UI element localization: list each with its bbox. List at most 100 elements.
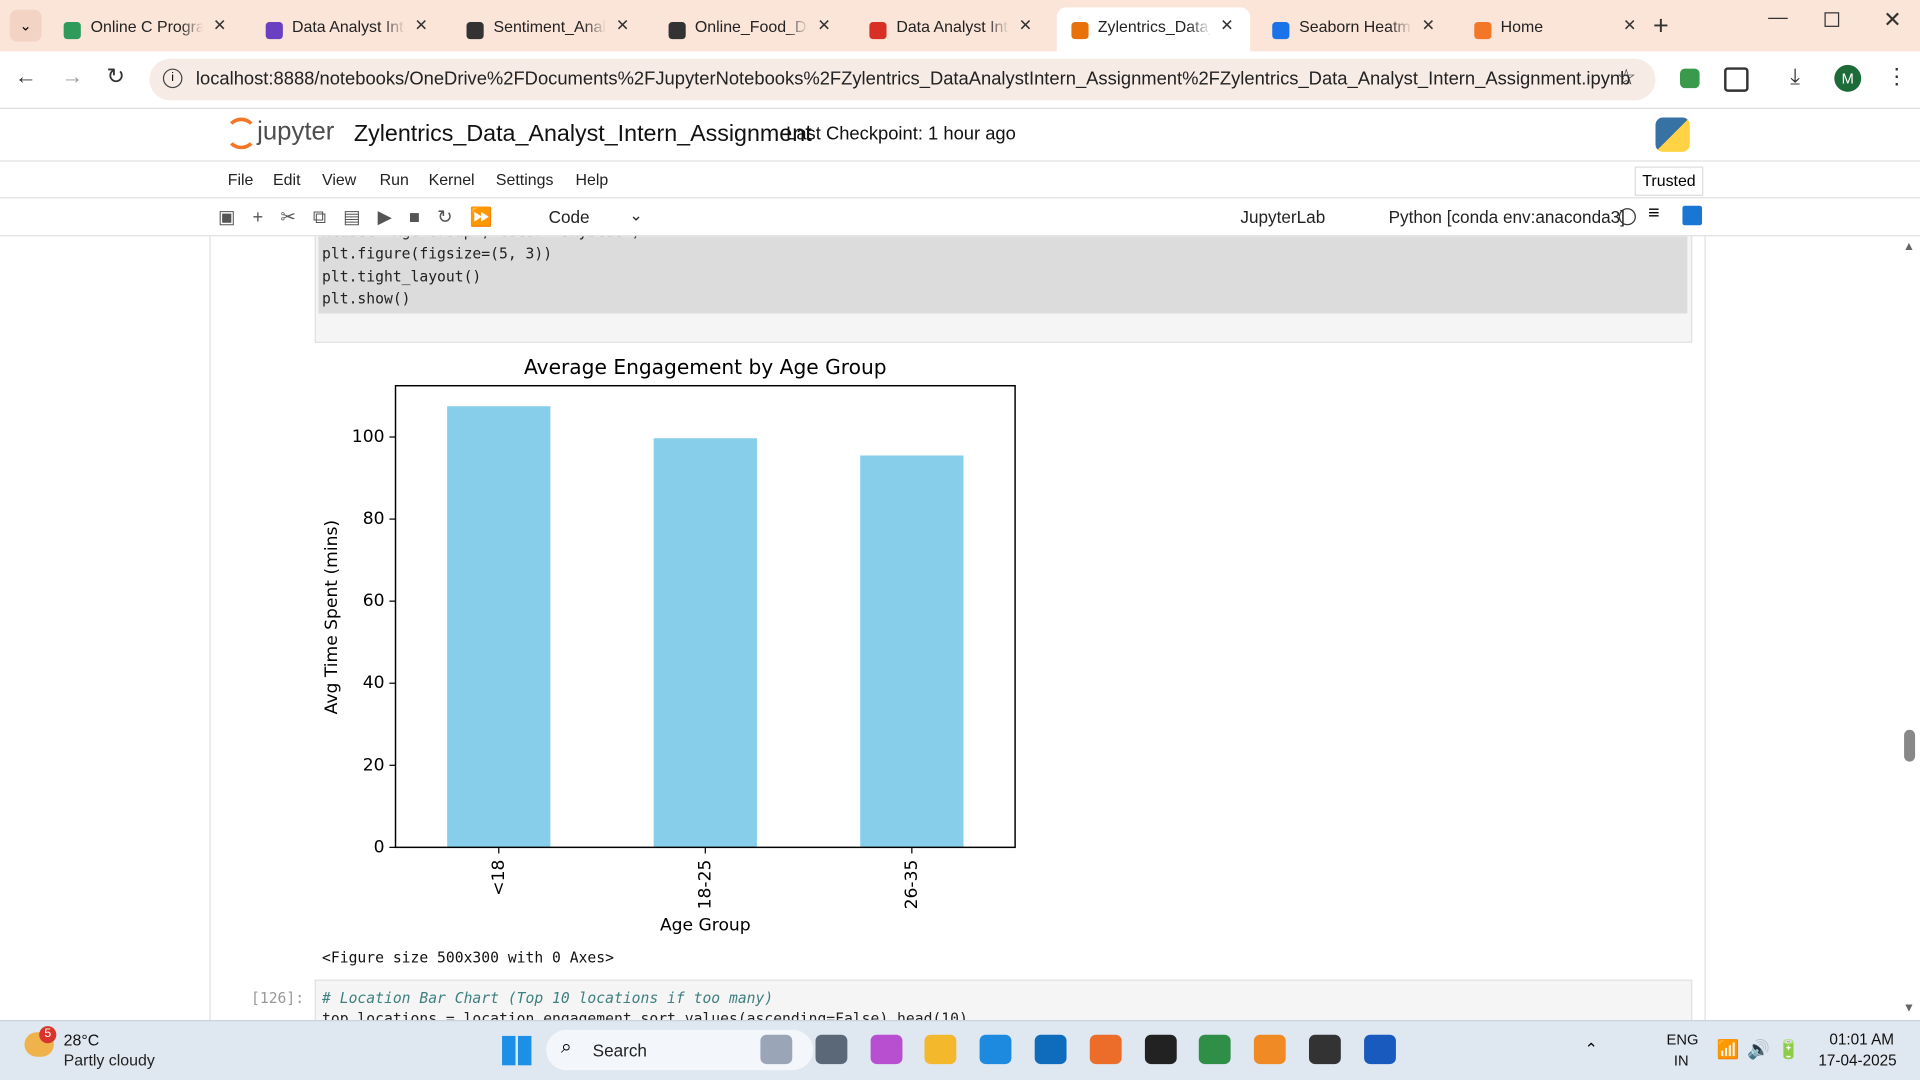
taskbar-app[interactable] [1089, 1034, 1122, 1065]
taskbar-app[interactable] [1144, 1034, 1177, 1065]
jupyterlab-link[interactable]: JupyterLab [1240, 206, 1326, 227]
toolbar-icons[interactable]: ▣+✂⧉▤▶■↻⏩ [217, 206, 510, 228]
tab-icon [1473, 22, 1491, 40]
tab-close[interactable]: ✕ [1623, 15, 1637, 35]
reload-button[interactable]: ↻ [106, 63, 126, 89]
tab-close[interactable]: ✕ [1421, 15, 1435, 35]
x-tick-label: 26-35 [902, 860, 922, 910]
region[interactable]: IN [1673, 1051, 1689, 1069]
taskbar-app[interactable] [760, 1034, 793, 1065]
x-axis-label: Age Group [660, 916, 751, 936]
notebook-name[interactable]: Zylentrics_Data_Analyst_Intern_Assignmen… [353, 121, 812, 147]
clock-date[interactable]: 17-04-2025 [1818, 1051, 1897, 1069]
output-text: <Figure size 500x300 with 0 Axes> [322, 948, 614, 967]
selection-highlight [318, 236, 1688, 314]
tray-overflow[interactable]: ⌃ [1584, 1039, 1598, 1058]
toc-button[interactable]: ≡ [1648, 203, 1660, 225]
menu-item[interactable]: File [227, 170, 254, 189]
y-tick-label: 0 [374, 837, 385, 857]
code-line: xlabel='Age Group', color='skyblue') [322, 236, 640, 240]
browser-tab[interactable]: Home ✕ [1459, 7, 1652, 51]
browser-tab[interactable]: Zylentrics_Data_ ✕ [1056, 7, 1250, 52]
taskbar-app[interactable] [1034, 1034, 1067, 1065]
cell-type-select[interactable]: Code [548, 206, 590, 227]
tab-close[interactable]: ✕ [817, 15, 831, 35]
taskbar-app[interactable] [870, 1034, 902, 1065]
taskbar-app[interactable] [1308, 1034, 1341, 1065]
close-button[interactable]: ✕ [1883, 7, 1902, 32]
search-icon: ⌕ [560, 1037, 572, 1058]
tab-icon [1070, 22, 1088, 40]
trusted-indicator[interactable]: Trusted [1634, 166, 1704, 196]
weather-text[interactable]: Partly cloudy [63, 1050, 155, 1069]
browser-menu[interactable]: ⋮ [1885, 63, 1908, 89]
code-line: plt.show() [322, 290, 411, 308]
weather-badge: 5 [39, 1026, 57, 1044]
browser-tab[interactable]: Data Analyst Inte ✕ [855, 7, 1048, 51]
divider [0, 197, 1920, 199]
python-logo [1655, 117, 1690, 152]
forward-button[interactable]: → [61, 63, 84, 89]
bar [860, 455, 964, 848]
profile-button[interactable]: M [1834, 64, 1862, 92]
code-line: plt.figure(figsize=(5, 3)) [322, 245, 553, 263]
browser-tab[interactable]: Online C Progra ✕ [49, 7, 242, 51]
downloads-button[interactable]: ⤓ [1790, 63, 1800, 89]
tab-close[interactable]: ✕ [1018, 15, 1033, 35]
code-line: # Location Bar Chart (Top 10 locations i… [322, 989, 774, 1007]
taskbar-app[interactable] [924, 1034, 957, 1065]
clock-time[interactable]: 01:01 AM [1829, 1031, 1895, 1049]
tab-close[interactable]: ✕ [615, 15, 630, 35]
scroll-up[interactable]: ▲ [1902, 240, 1915, 254]
jupyter-logo[interactable]: jupyter [257, 117, 335, 146]
minimize-button[interactable]: — [1768, 7, 1788, 29]
browser-tab[interactable]: Seaborn Heatma ✕ [1258, 7, 1451, 51]
browser-tab[interactable]: Sentiment_Analy ✕ [452, 7, 645, 51]
start-button[interactable] [502, 1035, 532, 1066]
code-cell[interactable] [314, 979, 1693, 1020]
taskbar-app[interactable] [1254, 1034, 1286, 1065]
maximize-button[interactable] [1824, 12, 1840, 27]
menu-item[interactable]: Settings [495, 170, 554, 189]
menu-item[interactable]: Edit [273, 170, 301, 189]
tab-close[interactable]: ✕ [213, 15, 227, 35]
tab-title: Sentiment_Analy [493, 17, 607, 36]
tab-search-button[interactable]: ⌄ [9, 9, 42, 42]
browser-tab[interactable]: Data Analyst Inte ✕ [250, 7, 443, 51]
kernel-name[interactable]: Python [conda env:anaconda3] [1388, 206, 1625, 227]
chart-title: Average Engagement by Age Group [524, 355, 887, 379]
language[interactable]: ENG [1666, 1031, 1699, 1049]
browser-tab[interactable]: Online_Food_Da ✕ [653, 7, 846, 51]
tab-close[interactable]: ✕ [1220, 15, 1234, 35]
bookmark-star[interactable]: ☆ [1616, 64, 1637, 90]
y-tick-label: 100 [352, 427, 385, 447]
extension-icon[interactable] [1680, 68, 1700, 89]
menu-item[interactable]: View [322, 170, 357, 189]
taskbar-app[interactable] [815, 1034, 848, 1065]
property-inspector-button[interactable] [1682, 205, 1703, 226]
taskbar-app[interactable] [1363, 1034, 1396, 1065]
tab-title: Online C Progra [90, 17, 204, 36]
system-icons[interactable]: 📶🔊🔋 [1716, 1039, 1808, 1061]
menu-item[interactable]: Kernel [428, 170, 475, 189]
select-caret[interactable]: ⌄ [629, 205, 643, 225]
code-line: plt.tight_layout() [322, 267, 482, 285]
site-info-icon[interactable]: i [162, 68, 183, 89]
scrollbar-thumb[interactable] [1904, 729, 1916, 762]
taskbar-app[interactable] [979, 1034, 1012, 1065]
y-tick-label: 60 [363, 591, 385, 611]
scroll-down[interactable]: ▼ [1902, 1001, 1915, 1016]
menu-item[interactable]: Run [379, 170, 409, 189]
tab-close[interactable]: ✕ [414, 15, 428, 35]
taskbar-app[interactable] [1199, 1034, 1232, 1065]
bar [653, 438, 757, 848]
back-button[interactable]: ← [14, 63, 37, 89]
temperature[interactable]: 28°C [63, 1031, 100, 1050]
menu-item[interactable]: Help [575, 170, 609, 189]
y-tick-label: 40 [363, 673, 385, 693]
tab-icon [63, 22, 81, 40]
new-tab-button[interactable]: + [1653, 9, 1669, 41]
address-bar[interactable] [149, 58, 1656, 101]
extensions-button[interactable] [1724, 67, 1749, 92]
